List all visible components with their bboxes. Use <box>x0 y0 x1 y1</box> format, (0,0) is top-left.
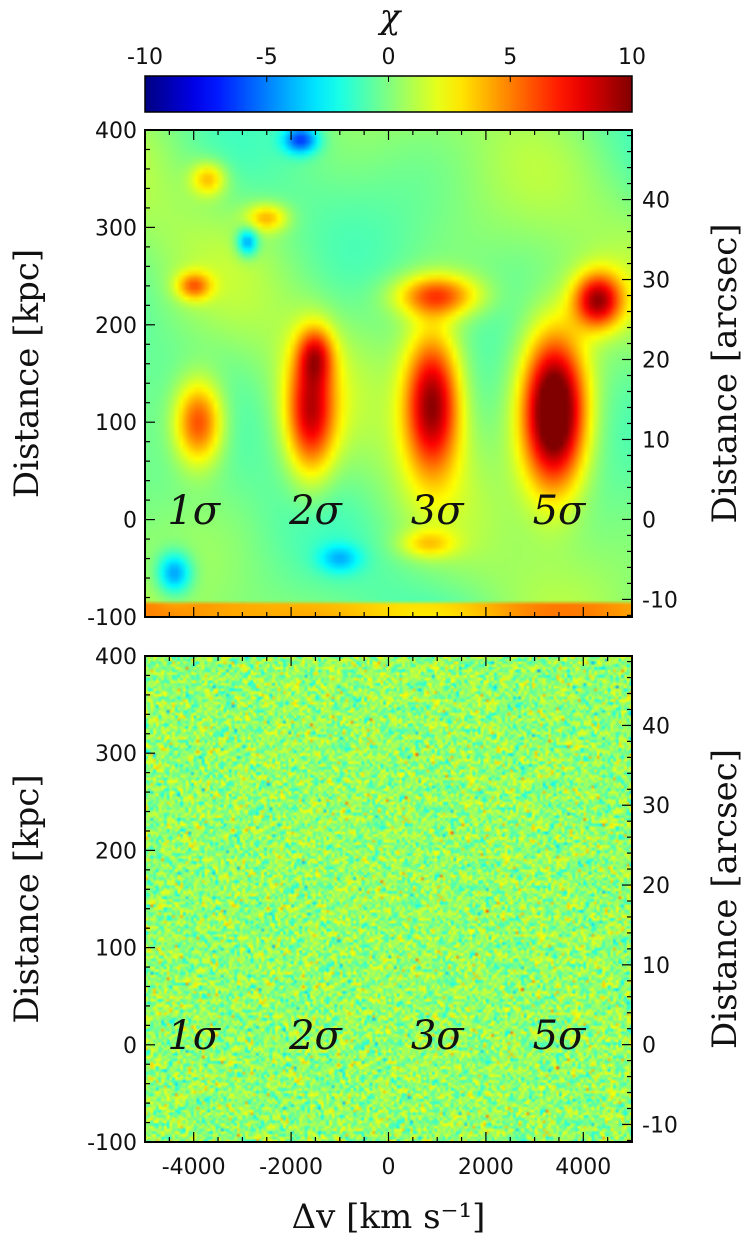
sigma-annotation: 2σ <box>288 488 343 534</box>
x-tick-label: -4000 <box>162 1155 226 1180</box>
x-tick-label: 0 <box>382 1155 396 1180</box>
y-tick-label: 200 <box>95 314 137 339</box>
y2-tick-label: 30 <box>642 794 670 819</box>
colorbar-gradient <box>144 75 633 113</box>
sigma-annotation: 5σ <box>533 488 587 534</box>
sigma-annotation: 2σ <box>288 1013 343 1059</box>
y2-tick-label: 0 <box>642 1034 656 1059</box>
colorbar-tick-label: 0 <box>382 45 396 70</box>
x-tick-label: 4000 <box>555 1155 611 1180</box>
y2-tick-label: 20 <box>642 874 670 899</box>
y-axis-label: Distance [kpc] <box>7 774 47 1023</box>
heatmap-image <box>145 130 632 617</box>
y2-tick-label: 10 <box>642 954 670 979</box>
y2-axis-label: Distance [arcsec] <box>705 749 745 1049</box>
sigma-annotation: 3σ <box>411 488 465 534</box>
sigma-annotation: 5σ <box>533 1013 587 1059</box>
y2-axis-label: Distance [arcsec] <box>705 223 745 523</box>
y-tick-label: 300 <box>95 216 137 241</box>
y-tick-label: 0 <box>123 1034 137 1059</box>
sigma-annotation: 1σ <box>167 1013 221 1059</box>
colorbar-tick-label: -10 <box>127 45 163 70</box>
y2-tick-label: 20 <box>642 349 670 374</box>
sigma-annotation: 1σ <box>167 488 221 534</box>
colorbar: χ -10 -5 0 5 10 <box>127 0 646 113</box>
y-tick-label: 200 <box>95 839 137 864</box>
y-tick-label: 100 <box>95 411 137 436</box>
y2-tick-label: 0 <box>642 508 656 533</box>
y2-tick-label: -10 <box>642 588 678 613</box>
colorbar-tick-label: 10 <box>618 45 646 70</box>
colorbar-tick-label: -5 <box>256 45 278 70</box>
colorbar-title: χ <box>378 0 403 37</box>
y-tick-label: 400 <box>95 119 137 144</box>
y2-tick-label: 10 <box>642 428 670 453</box>
colorbar-tick-label: 5 <box>503 45 517 70</box>
x-tick-label: 2000 <box>458 1155 514 1180</box>
x-axis-label: Δv [km s⁻¹] <box>292 1197 486 1237</box>
sigma-annotation: 3σ <box>411 1013 465 1059</box>
y2-tick-label: 30 <box>642 269 670 294</box>
y-tick-label: 300 <box>95 742 137 767</box>
y2-tick-label: -10 <box>642 1113 678 1138</box>
y-tick-label: 0 <box>123 509 137 534</box>
heatmap-image <box>145 656 632 1142</box>
y-tick-label: 100 <box>95 937 137 962</box>
colorbar-tick-labels: -10 -5 0 5 10 <box>127 45 646 70</box>
y-tick-label: 400 <box>95 645 137 670</box>
x-tick-label: -2000 <box>259 1155 323 1180</box>
y2-tick-label: 40 <box>642 714 670 739</box>
y-tick-label: -100 <box>87 606 137 631</box>
y2-tick-label: 40 <box>642 189 670 214</box>
y-tick-label: -100 <box>87 1131 137 1156</box>
y-axis-label: Distance [kpc] <box>7 249 47 498</box>
